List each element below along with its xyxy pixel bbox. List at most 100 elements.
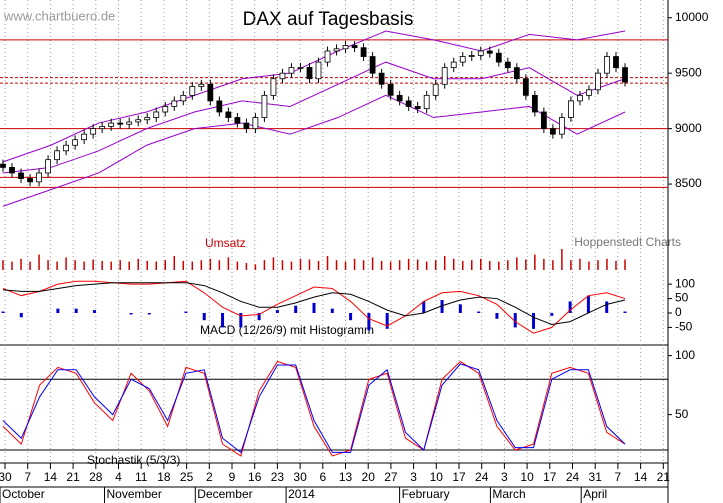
candle-body (252, 117, 259, 130)
x-tick-label: 11 (135, 470, 148, 484)
volume-bar (146, 260, 148, 270)
bollinger-band (2, 61, 626, 174)
candle-body (162, 106, 169, 113)
volume-bar (128, 261, 130, 270)
volume-bar (254, 264, 257, 270)
x-tick-label: 10 (520, 470, 534, 484)
candle-body (45, 159, 51, 174)
candle-body (531, 94, 538, 113)
month-label: October (2, 487, 45, 501)
volume-bar (65, 257, 67, 270)
volume-bar (209, 258, 212, 270)
chart-title: DAX auf Tagesbasis (243, 9, 414, 30)
histogram-bar (513, 312, 517, 328)
x-tick-label: 27 (384, 470, 398, 484)
volume-bar (389, 261, 392, 270)
volume-bar (471, 260, 473, 270)
y-tick-label: 9000 (675, 121, 702, 135)
volume-bar (516, 257, 518, 270)
x-tick-label: 25 (180, 470, 194, 484)
x-tick-label: 24 (475, 470, 489, 484)
x-tick-label: 30 (0, 470, 12, 484)
volume-bar (20, 258, 22, 270)
candle-body (613, 56, 619, 69)
histogram-bar (147, 312, 151, 315)
candle-body (577, 94, 583, 102)
volume-bar (597, 260, 599, 270)
volume-bar (11, 261, 13, 270)
volume-bar (534, 254, 536, 270)
candle-body (72, 139, 79, 146)
indicator-line (2, 282, 626, 326)
volume-bar (588, 261, 590, 270)
candle-body (342, 45, 349, 50)
volume-bar (380, 260, 383, 270)
x-tick-label: 30 (293, 470, 307, 484)
candle-body (171, 100, 178, 107)
candle-body (315, 61, 322, 80)
volume-bar (200, 260, 203, 270)
y-tick-label: 50 (675, 291, 689, 305)
candle-body (504, 61, 511, 69)
volume-bar (281, 260, 284, 270)
volume-bar (308, 259, 311, 270)
volume-bar (407, 258, 410, 270)
candle-body (243, 122, 250, 130)
candle-body (477, 50, 484, 56)
volume-bar (326, 256, 329, 270)
volume-bar (452, 258, 455, 270)
volume-bar (344, 261, 347, 270)
candle-body (198, 83, 205, 87)
volume-bar (317, 260, 320, 270)
volume-bar (92, 259, 94, 270)
candle-body (486, 50, 493, 54)
volume-bar (461, 260, 464, 270)
candle-body (378, 72, 385, 85)
candle-body (387, 83, 394, 96)
volume-bar (236, 261, 239, 270)
histogram-bar (56, 308, 60, 313)
candle-body (396, 94, 403, 102)
x-tick-label: 14 (634, 470, 648, 484)
x-tick-label: 21 (66, 470, 80, 484)
x-tick-label: 4 (115, 470, 122, 484)
volume-bar (245, 263, 248, 270)
volume-bar (561, 249, 563, 270)
candle-body (604, 56, 610, 74)
x-tick-label: 23 (271, 470, 285, 484)
watermark: www.chartbuero.de (3, 8, 115, 23)
volume-bar (218, 260, 221, 270)
candle-body (36, 172, 42, 183)
x-tick-label: 17 (452, 470, 466, 484)
x-tick-label: 6 (319, 470, 326, 484)
candle-body (459, 56, 466, 63)
histogram-bar (202, 312, 206, 321)
bollinger-band (2, 94, 626, 207)
volume-bar (29, 261, 31, 270)
x-tick-label: 16 (248, 470, 262, 484)
histogram-bar (477, 311, 481, 313)
candle-body (595, 72, 601, 91)
volume-bar (173, 256, 176, 270)
volume-bar (570, 260, 572, 270)
x-tick-label: 18 (157, 470, 171, 484)
candle-body (297, 67, 304, 69)
candle-body (234, 117, 241, 124)
month-label: November (107, 487, 162, 501)
x-tick-label: 24 (566, 470, 580, 484)
histogram-bar (623, 311, 627, 313)
histogram-bar (349, 312, 353, 321)
candle-body (549, 128, 556, 135)
volume-bar (353, 258, 356, 270)
x-tick-label: 2 (206, 470, 213, 484)
volume-bar (398, 260, 401, 270)
volume-title: Umsatz (205, 236, 246, 250)
candle-body (18, 172, 24, 179)
x-tick-label: 7 (615, 470, 622, 484)
y-tick-label: 100 (675, 348, 695, 362)
volume-bar (83, 261, 85, 270)
volume-bar (335, 260, 338, 270)
histogram-bar (385, 312, 389, 329)
x-tick-label: 14 (44, 470, 58, 484)
